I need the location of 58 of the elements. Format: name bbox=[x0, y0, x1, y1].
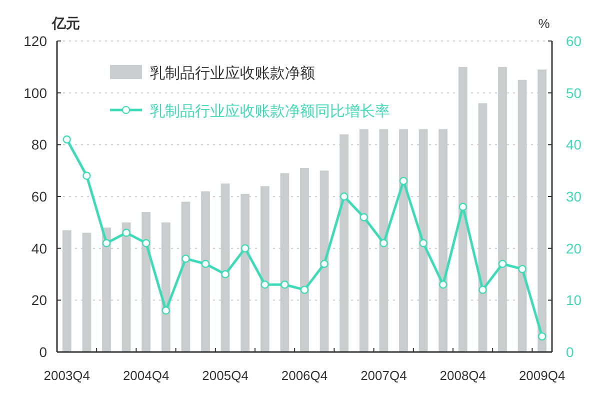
point bbox=[300, 286, 309, 294]
y2-tick-label: 0 bbox=[566, 344, 574, 360]
x-tick-label: 2007Q4 bbox=[360, 368, 407, 383]
x-tick-label: 2005Q4 bbox=[202, 368, 248, 383]
legend-label: 乳制品行业应收账款净额同比增长率 bbox=[150, 103, 390, 120]
y-tick-label: 40 bbox=[31, 240, 48, 256]
y-tick-label: 60 bbox=[31, 188, 48, 204]
point bbox=[201, 260, 210, 268]
y-axis-title: 亿元 bbox=[51, 15, 80, 31]
point bbox=[260, 280, 269, 289]
bar bbox=[62, 230, 72, 352]
x-tick-label: 2004Q4 bbox=[122, 368, 170, 383]
point bbox=[498, 260, 507, 268]
y-tick-label: 0 bbox=[39, 344, 48, 360]
y2-tick-label: 60 bbox=[566, 33, 582, 49]
y-tick-label: 120 bbox=[24, 33, 48, 49]
point bbox=[142, 239, 150, 248]
point bbox=[439, 280, 448, 289]
y2-tick-label: 40 bbox=[566, 136, 582, 153]
point bbox=[399, 176, 408, 186]
point bbox=[380, 239, 388, 248]
legend-label: 乳制品行业应收账款净额 bbox=[150, 65, 315, 82]
x-tick-label: 2006Q4 bbox=[281, 368, 328, 383]
bar bbox=[320, 170, 329, 352]
y-tick-label: 20 bbox=[31, 292, 48, 308]
x-tick-label: 2008Q4 bbox=[440, 368, 486, 383]
y-tick-label: 80 bbox=[31, 136, 48, 153]
x-tick-label: 2003Q4 bbox=[44, 368, 90, 383]
point bbox=[518, 264, 526, 274]
point bbox=[182, 254, 190, 263]
bar bbox=[122, 222, 131, 352]
point bbox=[102, 239, 111, 248]
y2-axis-title: % bbox=[538, 16, 550, 31]
bar bbox=[201, 191, 210, 352]
bar bbox=[260, 186, 270, 352]
bar bbox=[458, 66, 468, 352]
point bbox=[458, 202, 467, 211]
y2-tick-label: 20 bbox=[566, 240, 582, 256]
point bbox=[221, 270, 230, 278]
point bbox=[419, 239, 428, 248]
y-tick-label: 100 bbox=[24, 84, 48, 101]
point bbox=[82, 172, 91, 180]
y2-tick-label: 50 bbox=[566, 84, 582, 101]
y2-tick-label: 30 bbox=[566, 188, 582, 204]
point bbox=[538, 332, 546, 341]
bar bbox=[399, 129, 408, 352]
point bbox=[320, 260, 328, 268]
bar bbox=[518, 80, 527, 352]
point bbox=[241, 244, 250, 252]
point bbox=[122, 228, 130, 237]
y2-tick-label: 10 bbox=[566, 292, 582, 308]
point bbox=[280, 280, 289, 289]
point bbox=[360, 213, 368, 222]
point bbox=[162, 306, 170, 315]
x-tick-label: 2009Q4 bbox=[518, 368, 566, 383]
point bbox=[340, 192, 348, 201]
point bbox=[478, 286, 487, 294]
point bbox=[62, 135, 71, 144]
